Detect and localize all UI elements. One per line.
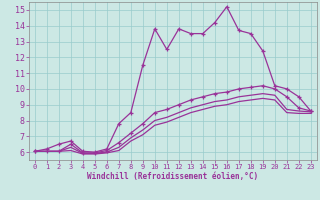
- X-axis label: Windchill (Refroidissement éolien,°C): Windchill (Refroidissement éolien,°C): [87, 172, 258, 181]
